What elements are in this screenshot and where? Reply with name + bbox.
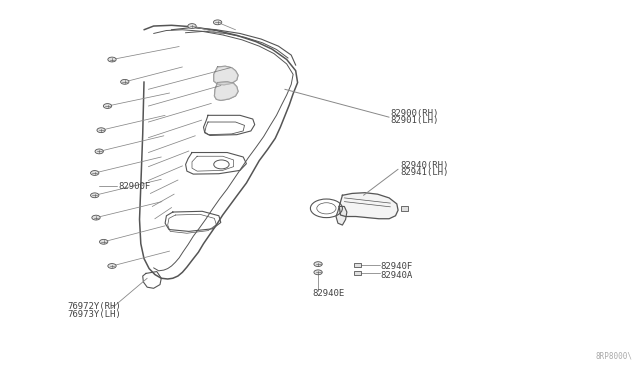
Text: 82901(LH): 82901(LH) — [390, 116, 439, 125]
Bar — [354, 263, 361, 267]
Circle shape — [314, 262, 323, 266]
Circle shape — [92, 215, 100, 220]
Circle shape — [100, 240, 108, 244]
Text: 76973Y(LH): 76973Y(LH) — [67, 310, 121, 319]
Circle shape — [121, 80, 129, 84]
Polygon shape — [339, 193, 398, 219]
Circle shape — [97, 128, 105, 133]
Circle shape — [95, 149, 104, 154]
Circle shape — [108, 57, 116, 62]
Text: 82941(LH): 82941(LH) — [400, 169, 449, 177]
Polygon shape — [336, 206, 347, 225]
Text: 82900(RH): 82900(RH) — [390, 109, 439, 118]
Polygon shape — [214, 66, 238, 85]
Bar — [354, 271, 361, 275]
Circle shape — [188, 24, 196, 29]
Text: 82940E: 82940E — [312, 289, 344, 298]
Circle shape — [104, 104, 112, 109]
Circle shape — [314, 270, 323, 275]
Text: 82940(RH): 82940(RH) — [400, 161, 449, 170]
Circle shape — [108, 263, 116, 269]
Text: 8RP8000\: 8RP8000\ — [595, 352, 632, 361]
Text: 82900F: 82900F — [118, 182, 150, 190]
Circle shape — [91, 193, 99, 198]
Circle shape — [91, 170, 99, 176]
Text: 82940F: 82940F — [381, 262, 413, 271]
Text: 76972Y(RH): 76972Y(RH) — [67, 302, 121, 311]
Text: 82940A: 82940A — [381, 271, 413, 280]
Bar — [401, 206, 408, 211]
Polygon shape — [214, 82, 238, 100]
Circle shape — [214, 20, 222, 25]
